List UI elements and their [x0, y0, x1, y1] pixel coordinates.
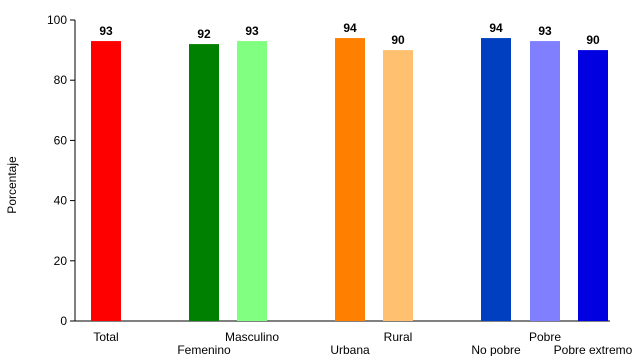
category-label: Rural: [384, 330, 413, 344]
category-label: Pobre extremo: [554, 343, 633, 356]
category-label: Total: [93, 330, 118, 344]
bar: [237, 41, 267, 321]
bar: [189, 44, 219, 322]
bar: [578, 50, 608, 321]
bar: [481, 38, 511, 322]
category-label: Urbana: [330, 343, 370, 356]
y-tick-label: 40: [54, 194, 68, 208]
category-label: No pobre: [471, 343, 521, 356]
data-label: 92: [197, 27, 211, 41]
y-tick-label: 60: [54, 133, 68, 147]
data-label: 93: [538, 24, 552, 38]
data-label: 93: [245, 24, 259, 38]
data-label: 94: [343, 21, 357, 35]
y-tick-label: 20: [54, 254, 68, 268]
bar: [383, 50, 413, 321]
category-label: Pobre: [529, 330, 561, 344]
data-labels: 93 92 93 94 90 94 93 90: [99, 21, 600, 47]
data-label: 90: [391, 33, 405, 47]
y-axis: 0 20 40 60 80 100: [47, 13, 76, 328]
bar: [530, 41, 560, 321]
category-label: Femenino: [177, 343, 231, 356]
y-axis-title: Porcentaje: [5, 156, 19, 214]
data-label: 93: [99, 24, 113, 38]
y-tick-label: 0: [60, 314, 67, 328]
bar: [91, 41, 121, 321]
data-label: 94: [489, 21, 503, 35]
y-tick-label: 80: [54, 73, 68, 87]
bar: [335, 38, 365, 322]
data-label: 90: [586, 33, 600, 47]
category-label: Masculino: [225, 330, 279, 344]
y-tick-label: 100: [47, 13, 67, 27]
bars: [91, 38, 608, 322]
